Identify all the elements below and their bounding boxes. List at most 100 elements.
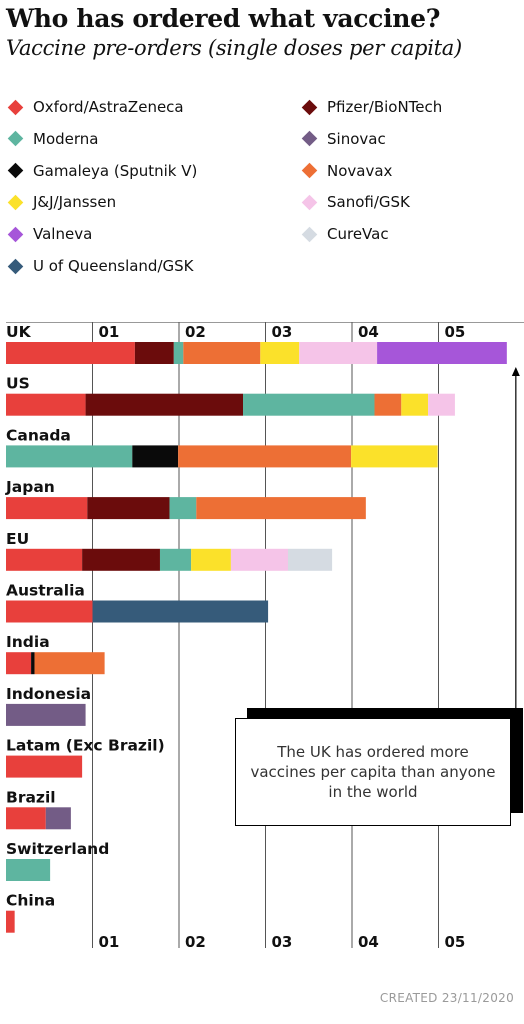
bar-segment xyxy=(31,652,35,675)
bar-segment xyxy=(6,859,51,881)
tick-label-top: 04 xyxy=(358,323,379,341)
bar-segment xyxy=(6,703,86,726)
bar-segment xyxy=(85,393,244,416)
annotation-box: The UK has ordered more vaccines per cap… xyxy=(235,718,511,826)
bar-segment xyxy=(374,393,402,416)
bar-segment xyxy=(6,600,93,623)
annotation-text: The UK has ordered more vaccines per cap… xyxy=(250,743,496,801)
legend: Oxford/AstraZeneca Pfizer/BioNTech Moderna… xyxy=(0,98,524,288)
tick-label-bottom: 02 xyxy=(185,933,206,951)
legend-label: Sanofi/GSK xyxy=(327,193,410,212)
legend-label: Oxford/AstraZeneca xyxy=(33,98,184,116)
diamond-icon xyxy=(301,131,318,147)
bar-segment xyxy=(169,497,197,520)
diamond-icon xyxy=(7,131,24,147)
bar-segment xyxy=(6,910,15,933)
bar-segment xyxy=(260,342,300,364)
bar-segment xyxy=(6,497,88,520)
legend-item: Oxford/AstraZeneca xyxy=(7,98,184,116)
tick-label-bottom: 04 xyxy=(358,933,379,951)
legend-label: Gamaleya (Sputnik V) xyxy=(33,161,198,180)
annotation-arrow-head xyxy=(511,367,520,376)
chart-subtitle: Vaccine pre-orders (single doses per cap… xyxy=(6,36,462,60)
diamond-icon xyxy=(7,226,24,242)
bar-segment xyxy=(351,445,438,468)
category-label: Japan xyxy=(5,478,55,496)
legend-item: Valneva xyxy=(7,225,93,244)
bar-segment xyxy=(183,342,261,364)
bar-segment xyxy=(87,497,170,520)
bar-segment xyxy=(173,342,184,364)
diamond-icon xyxy=(301,99,318,115)
legend-item: Sinovac xyxy=(301,129,386,148)
diamond-icon xyxy=(7,258,24,274)
bar-segment xyxy=(45,807,71,830)
bar-segment xyxy=(6,445,133,468)
tick-label-top: 02 xyxy=(185,323,206,341)
bar-segment xyxy=(34,652,105,675)
legend-label: Sinovac xyxy=(327,129,386,148)
legend-label: Valneva xyxy=(33,225,93,244)
legend-item: J&J/Janssen xyxy=(7,193,117,212)
bar-segment xyxy=(132,445,179,468)
diamond-icon xyxy=(7,194,24,211)
legend-label: Pfizer/BioNTech xyxy=(327,98,443,116)
tick-label-top: 05 xyxy=(445,323,466,341)
bar-segment xyxy=(191,548,231,571)
tick-label-top: 03 xyxy=(272,323,293,341)
bar-segment xyxy=(6,393,86,416)
tick-label-bottom: 01 xyxy=(99,933,120,951)
legend-label: U of Queensland/GSK xyxy=(33,257,194,275)
legend-label: J&J/Janssen xyxy=(33,193,117,212)
created-date: CREATED 23/11/2020 xyxy=(379,991,514,1005)
diamond-icon xyxy=(301,226,318,242)
bar-segment xyxy=(377,342,507,364)
category-label: Canada xyxy=(6,426,71,444)
category-label: Switzerland xyxy=(6,840,109,858)
stacked-bar-chart: 01 01 02 02 03 03 04 04 05 05 UK US Canada Japan EU Aus… xyxy=(5,322,524,951)
bar-segment xyxy=(243,393,375,416)
legend-item: Pfizer/BioNTech xyxy=(301,98,443,116)
bar-segment xyxy=(92,600,269,623)
legend-label: Moderna xyxy=(33,129,99,148)
bar-segment xyxy=(428,393,455,416)
bar-segment xyxy=(82,548,160,571)
bar-segment xyxy=(159,548,192,571)
tick-label-top: 01 xyxy=(99,323,120,341)
legend-item: Gamaleya (Sputnik V) xyxy=(7,161,198,180)
bar-segment xyxy=(134,342,174,364)
bar-segment xyxy=(287,548,333,571)
bar-segment xyxy=(196,497,366,520)
legend-item: CureVac xyxy=(301,225,389,244)
legend-label: Novavax xyxy=(327,161,393,180)
bar-segment xyxy=(230,548,288,571)
legend-label: CureVac xyxy=(327,225,389,244)
bar-segment xyxy=(178,445,352,468)
bar-segment xyxy=(6,342,135,364)
category-label: Latam (Exc Brazil) xyxy=(6,737,165,755)
legend-item: Sanofi/GSK xyxy=(301,193,410,212)
diamond-icon xyxy=(301,162,318,179)
category-label: Brazil xyxy=(6,788,56,806)
chart-title: Who has ordered what vaccine? xyxy=(6,4,441,33)
bar-segment xyxy=(6,807,46,830)
bar-segment xyxy=(6,652,32,675)
category-label: Indonesia xyxy=(6,685,91,703)
diamond-icon xyxy=(7,99,24,115)
legend-item: Moderna xyxy=(7,129,99,148)
bar-segment xyxy=(401,393,429,416)
category-label: US xyxy=(6,375,30,393)
bar-segment xyxy=(6,548,83,571)
category-label: China xyxy=(6,892,55,910)
diamond-icon xyxy=(7,162,24,179)
category-label: EU xyxy=(6,530,29,548)
bar-segment xyxy=(6,755,83,778)
category-label: India xyxy=(6,633,50,651)
legend-item: Novavax xyxy=(301,161,393,180)
category-label: Australia xyxy=(6,582,85,600)
bar-segment xyxy=(299,342,378,364)
legend-item: U of Queensland/GSK xyxy=(7,257,194,275)
category-label: UK xyxy=(6,323,32,341)
diamond-icon xyxy=(301,194,318,211)
tick-label-bottom: 05 xyxy=(445,933,466,951)
